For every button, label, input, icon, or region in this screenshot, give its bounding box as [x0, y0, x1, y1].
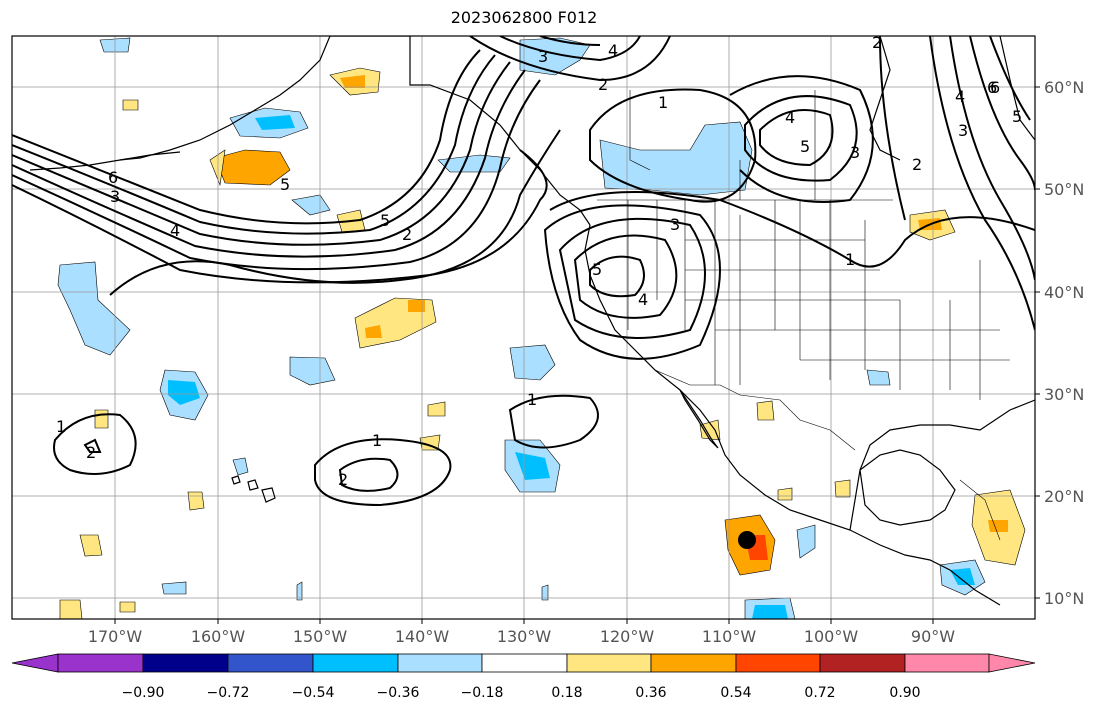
colorbar-segment: [650, 653, 737, 673]
lat-label: 30°N: [1044, 385, 1084, 404]
contour-label: 1: [845, 250, 855, 269]
height-contours: [12, 36, 1035, 507]
colorbar-label: 0.90: [889, 685, 920, 701]
lon-label: 150°W: [293, 627, 348, 646]
lon-label: 120°W: [600, 627, 655, 646]
colorbar-segment: [481, 653, 568, 673]
contour-label: 6: [990, 78, 1000, 97]
plot-area: [12, 36, 1035, 619]
contour-label: 3: [850, 143, 860, 162]
contour-label: 3: [670, 215, 680, 234]
contour-label: 5: [380, 211, 390, 230]
colorbar-label: 0.54: [720, 685, 751, 701]
contour-label: 3: [538, 47, 548, 66]
latitude-labels: 60°N 50°N 40°N 30°N 20°N 10°N: [1044, 78, 1084, 608]
colorbar-segment: [142, 653, 229, 673]
contour-label: 6: [987, 78, 997, 97]
contour-label: 1: [56, 417, 66, 436]
colorbar-segment: [566, 653, 652, 673]
contour-label: 5: [280, 175, 290, 194]
colorbar: [11, 653, 1036, 673]
contour-label: 2: [598, 75, 608, 94]
colorbar-label: 0.72: [804, 685, 835, 701]
contour-label: 1: [527, 390, 537, 409]
anomaly-shading: [57, 37, 1026, 619]
colorbar-segment: [227, 653, 314, 673]
lon-label: 140°W: [395, 627, 450, 646]
colorbar-extend-high: [988, 653, 1036, 673]
contour-label: 3: [958, 121, 968, 140]
contour-label: 2: [402, 225, 412, 244]
contour-label: 5: [800, 137, 810, 156]
contour-label: 2: [912, 155, 922, 174]
colorbar-label: −0.90: [122, 685, 165, 701]
lat-label: 40°N: [1044, 283, 1084, 302]
contour-label: 2: [872, 33, 882, 52]
colorbar-label: −0.72: [207, 685, 250, 701]
lon-label: 160°W: [191, 627, 246, 646]
contour-label: 4: [170, 221, 180, 240]
colorbar-label: −0.18: [461, 685, 504, 701]
lon-label: 170°W: [88, 627, 143, 646]
contour-value-labels: 1 2 3 4 5 6 2 3 4 5 6 1 1 1 2 2 2 3 4 5 …: [56, 33, 1022, 489]
contour-label: 2: [338, 470, 348, 489]
lat-label: 20°N: [1044, 487, 1084, 506]
lat-label: 60°N: [1044, 78, 1084, 97]
contour-label: 4: [608, 41, 618, 60]
contour-label: 5: [592, 260, 602, 279]
contour-label: 5: [1012, 107, 1022, 126]
map-title: 2023062800 F012: [450, 8, 598, 27]
colorbar-label: 0.18: [551, 685, 582, 701]
colorbar-label: 0.36: [635, 685, 666, 701]
colorbar-segment: [57, 653, 144, 673]
contour-label: 4: [785, 108, 795, 127]
colorbar-segment: [904, 653, 990, 673]
lon-label: 100°W: [804, 627, 859, 646]
longitude-labels: 170°W 160°W 150°W 140°W 130°W 120°W 110°…: [88, 627, 955, 646]
tick-marks: [114, 86, 1040, 624]
lon-label: 90°W: [911, 627, 955, 646]
colorbar-segment: [819, 653, 906, 673]
storm-center-marker: [738, 531, 756, 549]
colorbar-segment: [735, 653, 821, 673]
contour-label: 4: [955, 87, 965, 106]
colorbar-segment: [312, 653, 399, 673]
colorbar-segment: [397, 653, 483, 673]
lon-label: 110°W: [702, 627, 757, 646]
lat-label: 50°N: [1044, 180, 1084, 199]
contour-label: 1: [658, 93, 668, 112]
contour-label: 3: [110, 187, 120, 206]
colorbar-label: −0.36: [377, 685, 420, 701]
colorbar-labels: −0.90 −0.72 −0.54 −0.36 −0.18 0.18 0.36 …: [122, 685, 921, 701]
colorbar-label: −0.54: [292, 685, 335, 701]
graticule: [12, 36, 1035, 619]
contour-label: 2: [86, 443, 96, 462]
contour-label: 6: [108, 168, 118, 187]
colorbar-extend-low: [11, 653, 59, 673]
lat-label: 10°N: [1044, 589, 1084, 608]
contour-label: 4: [638, 290, 648, 309]
lon-label: 130°W: [497, 627, 552, 646]
contour-label: 1: [372, 431, 382, 450]
